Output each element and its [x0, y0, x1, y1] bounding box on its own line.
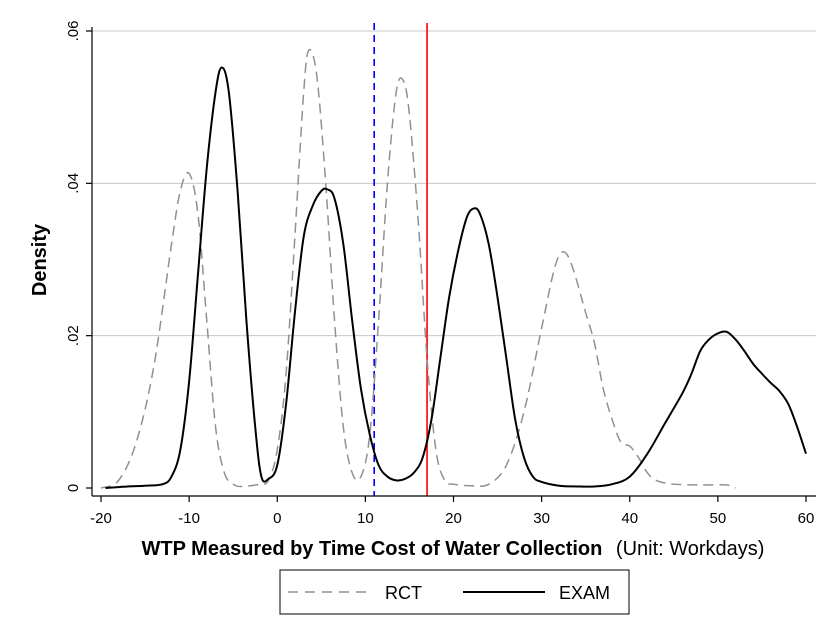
x-tick-label-6: 40 [621, 510, 638, 527]
x-tick-label-8: 60 [798, 510, 815, 527]
legend-rct-label: RCT [385, 583, 422, 603]
x-axis-label-unit: (Unit: Workdays) [616, 538, 765, 560]
x-axis-label: WTP Measured by Time Cost of Water Colle… [142, 538, 765, 560]
series-line-exam [105, 66, 807, 489]
x-tick-label-5: 30 [533, 510, 550, 527]
series-lines [100, 48, 807, 489]
y-tick-label-2: .04 [65, 173, 82, 194]
y-tick-label-1: .02 [65, 325, 82, 346]
legend-exam-label: EXAM [559, 583, 610, 603]
y-tick-label-3: .06 [65, 21, 82, 42]
x-tick-label-3: 10 [357, 510, 374, 527]
legend: RCT EXAM [279, 569, 630, 615]
axes: 0 .02 .04 .06 -20 -10 0 10 20 30 40 50 60 [65, 21, 816, 527]
x-axis-label-main: WTP Measured by Time Cost of Water Colle… [142, 538, 603, 560]
x-tick-label-2: 0 [273, 510, 281, 527]
y-axis-label: Density [29, 223, 51, 296]
reference-lines [373, 23, 428, 496]
x-tick-label-4: 20 [445, 510, 462, 527]
x-tick-label-0: -20 [90, 510, 112, 527]
series-line-rct [100, 48, 736, 489]
gridlines [92, 30, 816, 337]
x-tick-label-1: -10 [178, 510, 200, 527]
legend-box [279, 569, 630, 615]
x-tick-label-7: 50 [710, 510, 727, 527]
y-tick-label-0: 0 [65, 484, 82, 492]
